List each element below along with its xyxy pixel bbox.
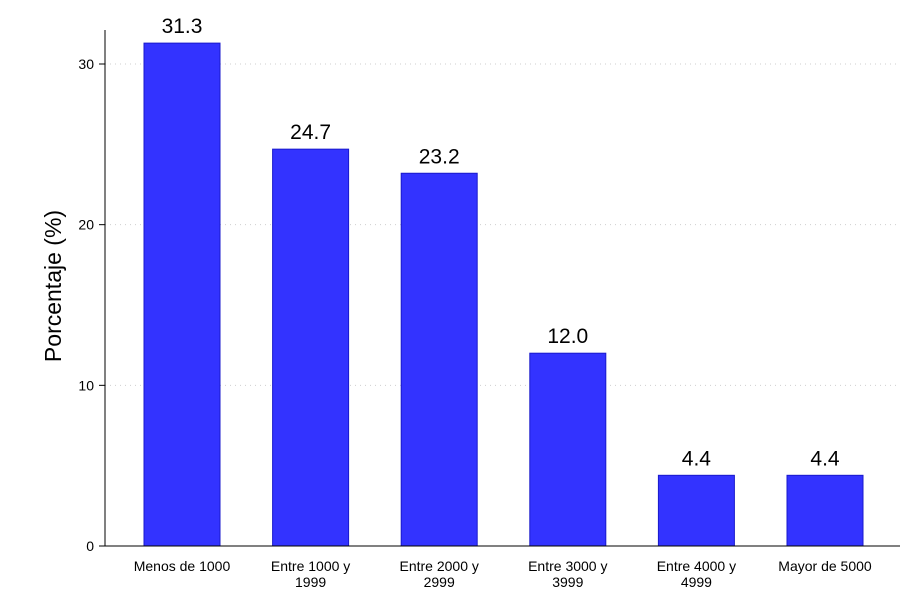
y-ticks: 0 10 20 30 <box>78 56 105 554</box>
gridlines <box>105 63 900 386</box>
axes <box>104 30 900 547</box>
y-tick-label: 30 <box>78 56 94 72</box>
bar-value-label: 31.3 <box>162 15 203 38</box>
bar <box>272 148 350 547</box>
y-tick-label: 20 <box>78 217 94 233</box>
x-tick-label: Menos de 1000 <box>134 558 231 574</box>
y-tick-label: 0 <box>86 538 94 554</box>
bars <box>143 42 864 547</box>
bar <box>786 474 864 547</box>
x-tick-label: Mayor de 5000 <box>778 558 872 574</box>
y-tick-label: 10 <box>78 377 94 393</box>
x-tick-label: Entre 4000 y 4999 <box>657 558 736 590</box>
bar <box>657 474 735 547</box>
bar-value-label: 24.7 <box>290 121 331 144</box>
bar <box>529 352 607 547</box>
x-tick-label: Entre 2000 y 2999 <box>400 558 479 590</box>
bar-value-label: 4.4 <box>810 447 840 470</box>
x-tick-labels: Menos de 1000 Entre 1000 y 1999 Entre 2000 … <box>134 558 872 590</box>
x-tick-label: Entre 1000 y 1999 <box>271 558 350 590</box>
y-axis-title: Porcentaje (%) <box>40 210 66 362</box>
data-labels: 31.3 24.7 23.2 12.0 4.4 4.4 <box>162 15 840 470</box>
bar <box>400 172 478 547</box>
bar <box>143 42 221 547</box>
bar-value-label: 4.4 <box>682 447 712 470</box>
bar-value-label: 12.0 <box>547 325 588 348</box>
x-tick-label: Entre 3000 y 3999 <box>528 558 607 590</box>
bar-value-label: 23.2 <box>419 145 460 168</box>
